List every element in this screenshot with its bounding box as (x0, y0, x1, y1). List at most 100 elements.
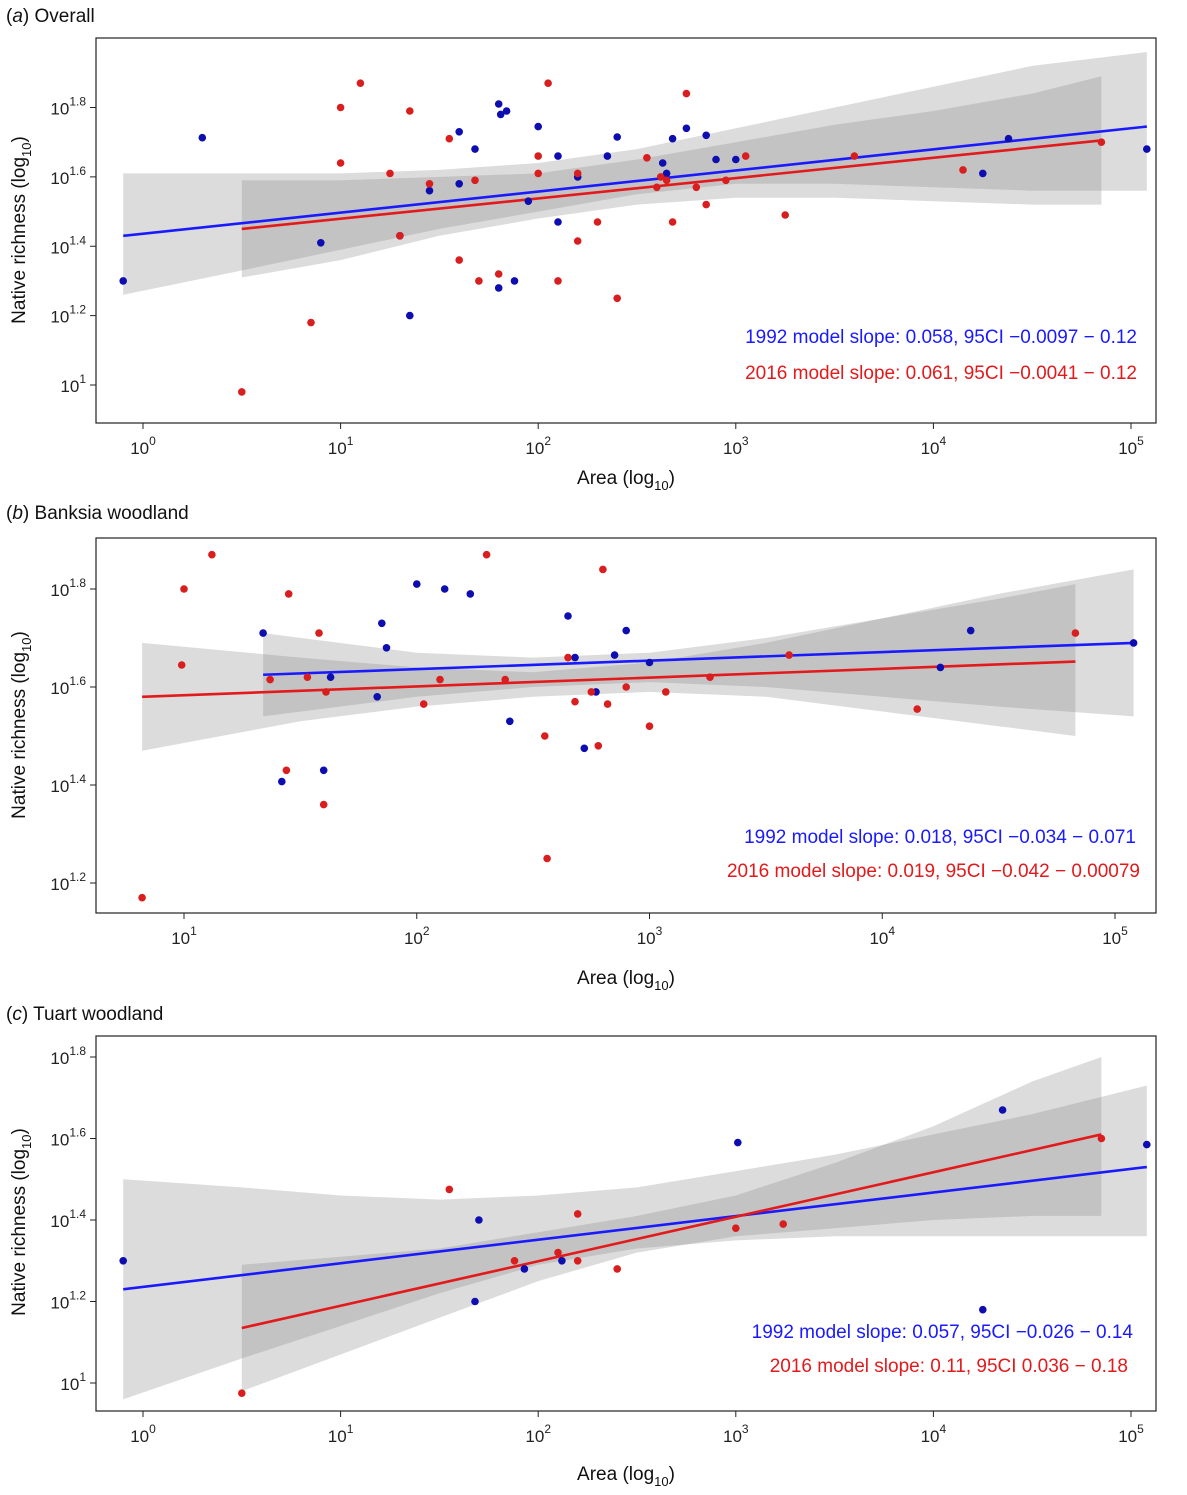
panel-a-x-tick-label: 104 (921, 434, 947, 458)
panel-b-x-tick-label: 105 (1102, 924, 1128, 948)
panel-c-point-1992 (1143, 1140, 1151, 1149)
panel-a-point-2016 (544, 79, 552, 87)
panel-a-fit-line-2016 (241, 139, 1102, 231)
panel-a-point-2016 (781, 211, 789, 219)
panel-b-point-1992 (645, 658, 654, 667)
panel-b-point-2016 (303, 673, 312, 681)
panel-b-x-tick-label: 101 (171, 924, 197, 948)
panel-a-point-2016 (238, 388, 246, 396)
panel-c-point-1992 (979, 1305, 987, 1314)
panel-b-point-1992 (580, 744, 589, 753)
panel-a-point-1992 (668, 134, 677, 143)
panel-a-point-2016 (425, 180, 434, 188)
panel-c-point-2016 (613, 1265, 621, 1273)
panel-b-x-tick-label: 103 (637, 924, 663, 948)
panel-a-point-1992 (613, 133, 621, 141)
panel-b-point-2016 (599, 565, 607, 574)
panel-a-point-1992 (658, 159, 667, 167)
panel-b-point-2016 (266, 675, 274, 684)
panel-c-point-2016 (510, 1257, 519, 1265)
panel-b-point-1992 (1129, 639, 1138, 647)
panel-c-slope-2016: 2016 model slope: 0.11, 95CI 0.036 − 0.1… (770, 1356, 1128, 1377)
panel-a-point-1992 (702, 131, 710, 140)
panel-c-point-2016 (1097, 1134, 1106, 1143)
panel-a-point-1992 (406, 311, 414, 320)
panel-c-point-1992 (520, 1265, 529, 1273)
panel-c-fit-line-1992 (123, 1165, 1147, 1291)
panel-b-point-2016 (322, 688, 330, 696)
panel-b-point-2016 (706, 673, 714, 681)
panel-b-point-2016 (138, 893, 146, 902)
panel-b-plot-frame (95, 537, 1157, 914)
panel-b-point-1992 (571, 653, 579, 662)
panel-a-point-1992 (1004, 134, 1013, 143)
panel-a-point-1992 (471, 145, 479, 153)
panel-b-point-2016 (587, 688, 596, 696)
panel-b-y-tick-label: 101.6 (50, 674, 86, 698)
panel-a-point-2016 (445, 134, 454, 143)
panel-a-point-1992 (502, 107, 511, 115)
panel-a-point-2016 (534, 169, 542, 178)
panel-a-point-1992 (682, 124, 691, 133)
panel-a-point-1992 (425, 186, 434, 195)
panel-a-point-1992 (494, 100, 503, 108)
panel-b-point-1992 (319, 766, 328, 775)
panel-a-point-2016 (741, 152, 750, 160)
panel-b-point-2016 (501, 675, 510, 684)
panel-b-fit-line-2016 (142, 660, 1076, 699)
panel-a-point-2016 (307, 318, 315, 327)
panel-a-point-2016 (722, 176, 730, 185)
panel-c-slope-1992: 1992 model slope: 0.057, 95CI −0.026 − 0… (752, 1322, 1134, 1343)
panel-a-y-tick-label: 101.8 (50, 95, 86, 119)
panel-a-point-2016 (668, 218, 677, 226)
panel-a-x-tick-label: 103 (723, 434, 749, 458)
panel-b-point-1992 (622, 626, 630, 635)
panel-b-fit-line-1992 (263, 641, 1134, 677)
panel-a-point-1992 (198, 133, 207, 142)
panel-b-point-1992 (506, 717, 514, 726)
panel-c-ci-band-1992 (123, 1085, 1147, 1400)
panel-b-point-2016 (622, 683, 630, 691)
panel-c-y-tick-label: 101 (60, 1370, 86, 1394)
panel-a-point-1992 (119, 277, 127, 285)
panel-b-y-tick-label: 101.4 (50, 772, 86, 796)
panel-a-point-2016 (682, 89, 691, 98)
panel-a-point-2016 (336, 159, 345, 167)
panel-b-slope-1992: 1992 model slope: 0.018, 95CI −0.034 − 0… (744, 827, 1136, 848)
panel-b-point-2016 (645, 722, 654, 730)
panel-b-point-2016 (913, 705, 921, 713)
panel-a-plot-frame (95, 37, 1157, 424)
panel-b-point-2016 (603, 700, 612, 708)
panel-b-point-2016 (180, 585, 188, 593)
panel-b-point-1992 (440, 585, 449, 593)
panel-a-x-tick-label: 105 (1118, 434, 1144, 458)
panel-a-point-1992 (496, 110, 505, 119)
panel-a-point-2016 (702, 200, 710, 209)
panel-a-point-1992 (603, 152, 612, 160)
panel-b-point-1992 (278, 777, 286, 786)
panel-b-point-2016 (543, 854, 551, 863)
panel-b-point-2016 (177, 661, 186, 669)
panel-c-point-1992 (471, 1297, 479, 1306)
panel-a-point-1992 (979, 169, 987, 178)
panel-b-ci-band-1992 (263, 569, 1134, 717)
panel-a-point-1992 (455, 180, 464, 188)
panel-b-point-2016 (282, 766, 291, 775)
panel-c-point-2016 (573, 1210, 582, 1218)
panel-a-point-2016 (573, 169, 582, 178)
panel-c-plot-frame (95, 1035, 1157, 1412)
panel-a-point-1992 (524, 197, 533, 205)
panel-c-y-tick-label: 101.4 (50, 1207, 86, 1231)
panel-b-point-2016 (315, 629, 323, 637)
panel-a-y-tick-label: 101.4 (50, 233, 86, 257)
panel-c-x-axis-title: Area (log10) (577, 1464, 675, 1489)
panel-b-point-2016 (436, 675, 444, 684)
panel-a-point-2016 (396, 232, 404, 240)
panel-a-point-2016 (653, 183, 661, 192)
panel-a-point-2016 (643, 154, 651, 162)
panel-a-point-2016 (692, 183, 701, 192)
panel-b-point-1992 (466, 590, 475, 598)
panel-a-point-1992 (554, 218, 562, 226)
panel-a-point-2016 (662, 176, 671, 185)
panel-c-y-tick-label: 101.2 (50, 1289, 86, 1313)
